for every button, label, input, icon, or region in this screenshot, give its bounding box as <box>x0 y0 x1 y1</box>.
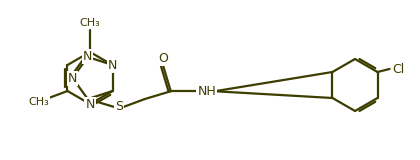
Text: N: N <box>68 72 77 84</box>
Text: O: O <box>158 52 168 65</box>
Text: N: N <box>83 50 92 64</box>
Text: N: N <box>85 97 94 111</box>
Text: Cl: Cl <box>392 63 404 76</box>
Text: N: N <box>108 59 117 72</box>
Text: NH: NH <box>197 85 216 98</box>
Text: CH₃: CH₃ <box>80 18 100 28</box>
Text: CH₃: CH₃ <box>28 97 49 107</box>
Text: S: S <box>115 100 123 113</box>
